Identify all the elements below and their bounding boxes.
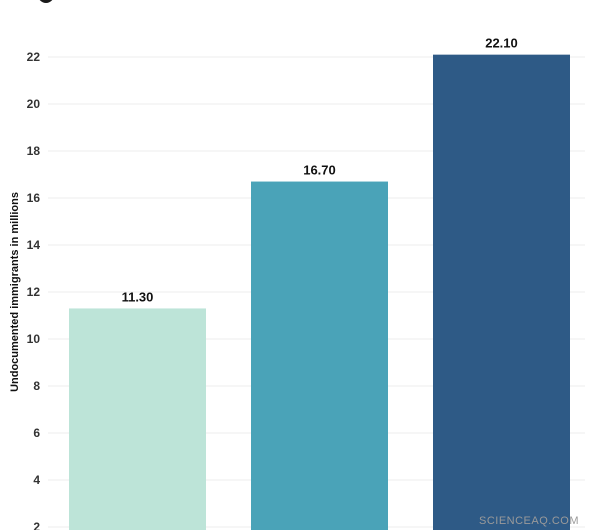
bars [69, 54, 570, 530]
title-fragment [38, 0, 54, 3]
y-tick-label: 8 [33, 379, 40, 393]
y-tick-label: 10 [27, 332, 41, 346]
data-labels: 11.30 16.70 22.10 [122, 36, 518, 305]
bar [433, 54, 570, 530]
y-axis-title: Undocumented immigrants in millions [9, 192, 21, 392]
y-tick-label: 6 [33, 426, 40, 440]
y-tick-label: 4 [33, 473, 40, 487]
y-tick-label: 20 [27, 97, 41, 111]
y-tick-label: 22 [27, 50, 41, 64]
data-label: 11.30 [122, 289, 154, 304]
data-label: 22.10 [485, 36, 518, 51]
bar [251, 181, 388, 530]
bar [69, 308, 206, 530]
y-tick-label: 12 [27, 285, 41, 299]
y-tick-label: 18 [27, 144, 41, 158]
y-tick-label: 14 [27, 238, 41, 252]
y-axis-ticks: 2 4 6 8 10 12 14 16 18 20 22 [27, 50, 41, 530]
y-tick-label: 16 [27, 191, 41, 205]
data-label: 16.70 [303, 163, 336, 178]
watermark: SCIENCEAQ.COM [478, 515, 579, 527]
y-tick-label: 2 [33, 520, 40, 530]
